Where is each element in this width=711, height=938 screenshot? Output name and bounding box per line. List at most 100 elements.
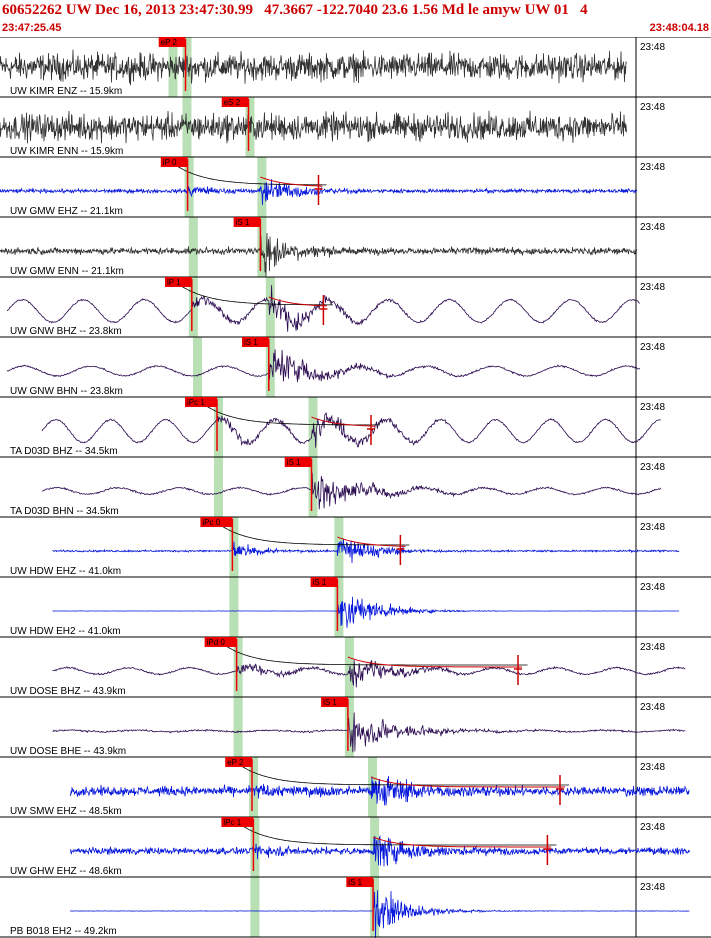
phase-pick-flag[interactable]: eP 2 [225,757,253,811]
pick-label: iPd 0 [207,638,226,647]
pick-label-box [158,37,186,47]
trace-row[interactable]: iP 1 23:48 UW GNW BHZ -- 23.8km [0,276,711,337]
pick-label: iS 1 [348,878,362,887]
waveform-trace [69,834,690,867]
pick-window-band [344,637,354,697]
phase-pick-flag[interactable]: eS 2 [221,97,250,151]
station-label: UW GNW BHN -- 23.8km [10,386,123,397]
event-summary-title: 60652262 UW Dec 16, 2013 23:47:30.99 47.… [2,2,588,18]
pick-label: eS 2 [224,98,241,107]
station-label: UW GMW EHZ -- 21.1km [10,206,123,217]
trace-time-label: 23:48 [640,342,665,353]
waveform-trace [0,232,638,277]
pick-label-box [185,397,217,407]
trace-row[interactable]: iP 0 23:48 UW GMW EHZ -- 21.1km [0,156,711,217]
trace-row[interactable]: iS 1 23:48 PB B018 EH2 -- 49.2km [0,876,711,938]
pick-window-band [233,697,243,757]
phase-pick-flag[interactable]: iS 1 [242,337,270,391]
trace-row[interactable]: iS 1 23:48 UW HDW EH2 -- 41.0km [0,576,711,637]
trace-row[interactable]: eP 2 23:48 UW KIMR ENZ -- 15.9km [0,37,711,97]
trace-time-label: 23:48 [640,402,665,413]
pick-label: iPc 0 [202,518,220,527]
window-start-time: 23:47:25.45 [2,22,62,34]
trace-time-label: 23:48 [640,102,665,113]
pick-label-box [160,157,188,167]
waveform-trace [52,712,686,753]
trace-row[interactable]: iPc 0 23:48 UW HDW EHZ -- 41.0km [0,516,711,577]
waveform-trace [69,775,690,806]
pick-window-band [257,157,267,217]
pick-window-band [188,277,198,337]
coda-fit-line [372,836,552,848]
pick-label: iS 1 [236,218,250,227]
trace-time-label: 23:48 [640,162,665,173]
trace-time-label: 23:48 [640,582,665,593]
pick-label: iP 0 [163,158,177,167]
pick-window-band [214,397,223,457]
waveform-trace [0,49,627,86]
trace-time-label: 23:48 [640,282,665,293]
trace-row[interactable]: iPc 1 23:48 TA D03D BHZ -- 34.5km [0,396,711,457]
pick-label-box [233,217,261,227]
station-label: UW HDW EH2 -- 41.0km [10,626,121,637]
trace-row[interactable]: iS 1 23:48 UW DOSE BHE -- 43.9km [0,696,711,757]
phase-pick-flag[interactable]: iS 1 [233,217,262,271]
station-label: UW DOSE BHE -- 43.9km [10,746,126,757]
pick-label-box [221,817,254,827]
pick-label: iS 1 [313,578,327,587]
coda-fit-line [260,176,323,187]
pick-label-box [346,877,374,887]
coda-fit-line [337,536,406,547]
pick-window-band [249,757,258,817]
waveform-trace [6,349,641,383]
trace-row[interactable]: iS 1 23:48 TA D03D BHN -- 34.5km [0,456,711,517]
station-label: TA D03D BHZ -- 34.5km [10,446,118,457]
trace-row[interactable]: eP 2 23:48 UW SMW EHZ -- 48.5km [0,756,711,817]
phase-pick-flag[interactable]: iS 1 [284,457,313,511]
phase-pick-flag[interactable]: iPd 0 [204,637,238,691]
phase-pick-flag[interactable]: iS 1 [321,697,349,751]
trace-row[interactable]: eS 2 23:48 UW KIMR ENN -- 15.9km [0,96,711,157]
trace-row[interactable]: iPc 1 23:48 UW GHW EHZ -- 48.6km [0,816,711,877]
phase-pick-flag[interactable]: iP 1 [165,277,193,331]
trace-row[interactable]: iS 1 23:48 UW GMW ENN -- 21.1km [0,216,711,277]
trace-time-label: 23:48 [640,462,665,473]
pick-label-box [321,697,348,707]
trace-time-label: 23:48 [640,822,665,833]
phase-pick-flag[interactable]: iPc 1 [221,817,255,871]
coda-curve [176,282,333,306]
trace-row[interactable]: iS 1 23:48 UW GNW BHN -- 23.8km [0,336,711,397]
waveform-trace [52,659,686,688]
pick-window-band [334,577,344,637]
pick-label-box [284,457,312,467]
pick-label-box [165,277,192,287]
phase-pick-flag[interactable]: iPc 0 [200,517,234,571]
coda-fit-line [370,776,565,788]
phase-pick-flag[interactable]: iP 0 [160,157,189,211]
station-label: UW KIMR ENN -- 15.9km [10,146,123,157]
trace-row[interactable]: iPd 0 23:48 UW DOSE BHZ -- 43.9km [0,636,711,697]
trace-time-label: 23:48 [640,222,665,233]
pick-label: iPc 1 [187,398,205,407]
phase-pick-flag[interactable]: eP 2 [158,37,187,91]
waveform-trace [41,412,661,448]
waveform-trace [52,596,680,628]
phase-pick-flag[interactable]: iS 1 [346,877,374,931]
pick-label: iS 1 [323,698,337,707]
phase-pick-flag[interactable]: iPc 1 [185,397,218,451]
trace-time-label: 23:48 [640,882,665,893]
phase-pick-flag[interactable]: iS 1 [310,577,339,631]
waveform-trace [52,538,680,564]
pick-window-band [184,157,194,217]
event-header: 60652262 UW Dec 16, 2013 23:47:30.99 47.… [0,0,711,36]
pick-window-band [193,337,202,397]
station-label: UW GHW EHZ -- 48.6km [10,866,122,877]
station-label: PB B018 EH2 -- 49.2km [10,926,117,937]
coda-curve [172,162,327,186]
pick-window-band [214,457,223,517]
pick-label: iS 1 [244,338,258,347]
trace-time-label: 23:48 [640,522,665,533]
coda-curve [221,642,528,666]
coda-curve [217,522,410,546]
coda-fit-line [347,656,522,668]
